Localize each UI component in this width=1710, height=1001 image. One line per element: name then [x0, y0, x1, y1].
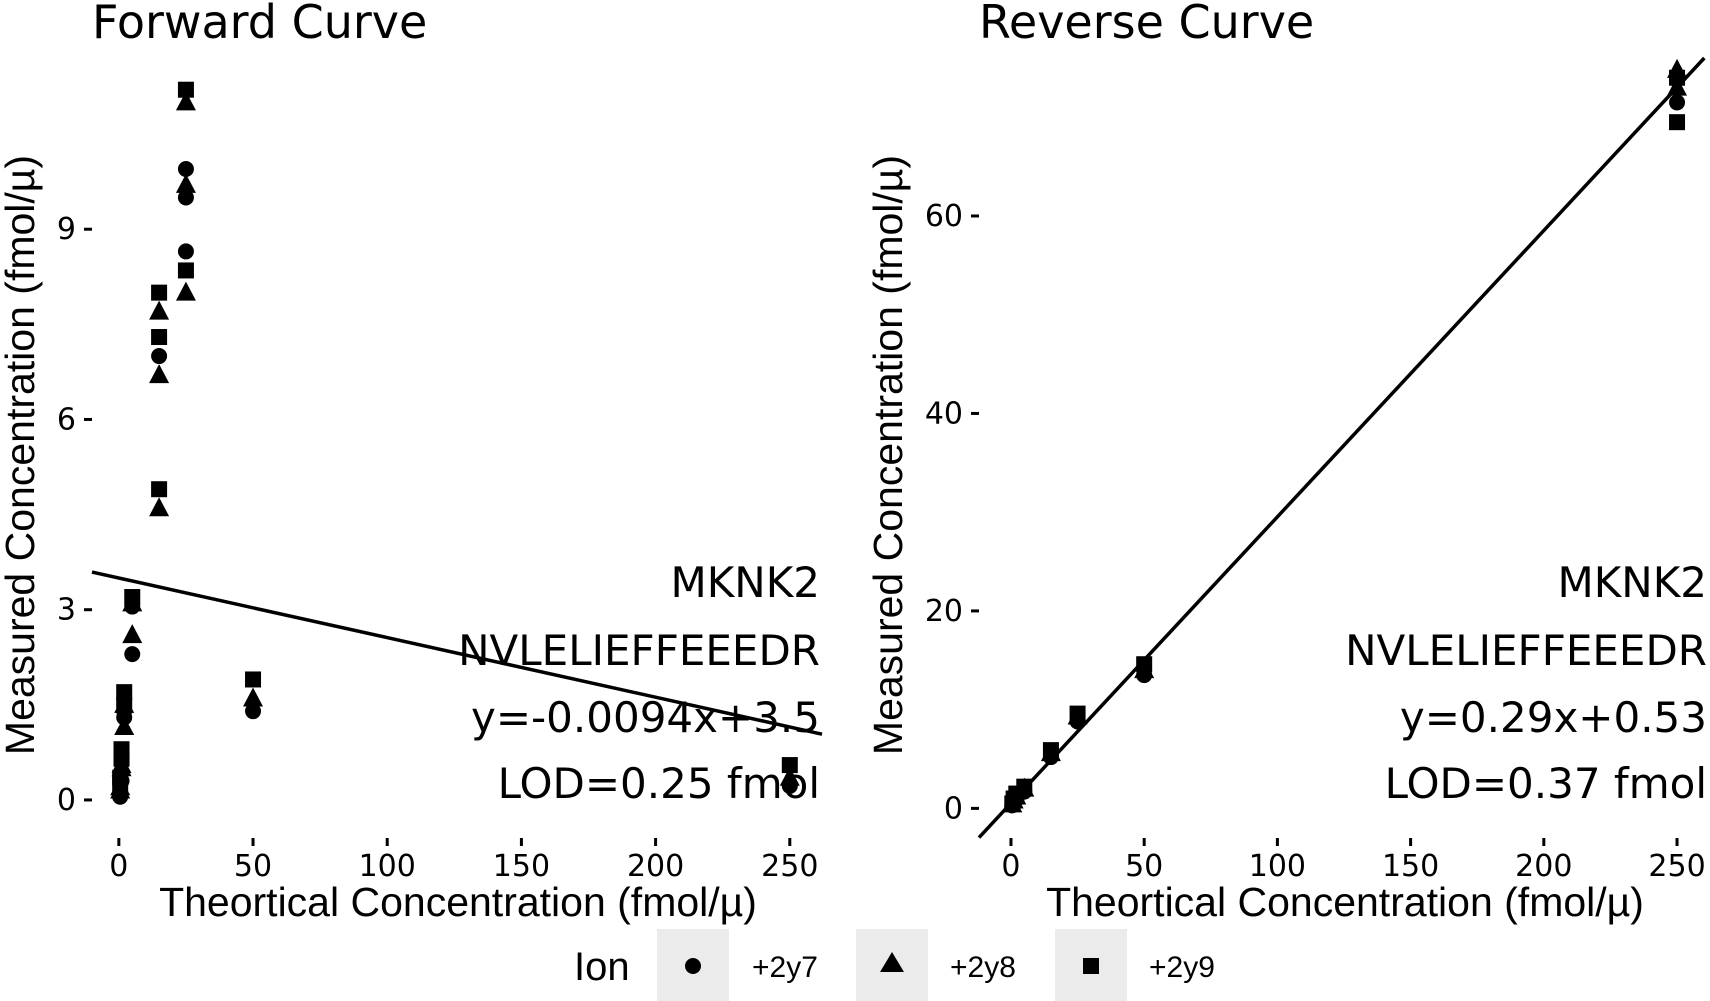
legend: Ion +2y7 +2y8 +2y9: [574, 929, 1215, 1001]
forward-point-2y9: [112, 769, 129, 786]
forward-fit-line: [91, 570, 823, 736]
reverse-annotation-equation: y=0.29x+0.53: [1400, 693, 1707, 742]
reverse-point-2y9: [1669, 114, 1686, 131]
forward-point-2y8: [149, 497, 170, 517]
forward-data-points: [110, 81, 800, 805]
forward-y-tick-label: 9: [57, 212, 76, 247]
forward-fit-line-group: [91, 570, 823, 736]
forward-point-2y8: [149, 364, 170, 384]
forward-point-2y9: [151, 329, 168, 346]
forward-y-tick-label: 6: [57, 402, 76, 437]
forward-annotation-equation: y=-0.0094x+3.5: [471, 693, 820, 742]
reverse-y-axis-label: Measured Concentration (fmol/µ): [865, 155, 911, 755]
forward-annotation-protein: MKNK2: [671, 558, 820, 607]
forward-point-2y8: [175, 91, 196, 111]
forward-point-2y8: [114, 716, 135, 736]
forward-point-2y8: [149, 300, 170, 320]
forward-x-tick-label: 0: [109, 849, 128, 884]
forward-axis-ticks: 0 50 100 150 200 250 0 3 6 9: [57, 212, 819, 884]
forward-point-2y9: [151, 284, 168, 301]
reverse-point-2y9: [1669, 69, 1686, 86]
forward-point-2y7: [151, 348, 168, 365]
reverse-point-2y9: [1042, 742, 1059, 759]
reverse-axis-ticks: 0 50 100 150 200 250 0 20 40 60: [925, 199, 1706, 884]
forward-annotation-peptide: NVLELIEFFEEEDR: [458, 626, 820, 675]
reverse-curve-title: Reverse Curve: [979, 0, 1314, 49]
forward-y-axis-label: Measured Concentration (fmol/µ): [0, 155, 43, 755]
forward-point-2y8: [779, 766, 800, 786]
forward-x-axis-label: Theortical Concentration (fmol/µ): [159, 879, 757, 925]
reverse-point-2y8: [1667, 76, 1688, 96]
forward-point-2y9: [177, 262, 194, 279]
legend-label-2y7: +2y7: [752, 951, 818, 984]
forward-x-tick-label: 200: [627, 849, 684, 884]
forward-point-2y8: [122, 624, 143, 644]
forward-point-2y8: [175, 173, 196, 193]
forward-curve-title: Forward Curve: [92, 0, 427, 49]
forward-point-2y9: [116, 684, 133, 701]
reverse-curve-panel: Reverse Curve Theortical Concentration (…: [865, 0, 1707, 925]
forward-point-2y9: [245, 671, 262, 688]
forward-y-tick-label: 3: [57, 593, 76, 628]
forward-x-tick-label: 100: [359, 849, 416, 884]
forward-point-2y8: [243, 687, 264, 707]
forward-x-tick-label: 150: [493, 849, 550, 884]
reverse-x-tick-label: 100: [1249, 849, 1306, 884]
reverse-annotation-lod: LOD=0.37 fmol: [1385, 759, 1707, 808]
legend-square-icon: [1083, 958, 1099, 974]
reverse-point-2y9: [1016, 778, 1033, 795]
reverse-point-2y9: [1069, 705, 1086, 722]
forward-point-2y9: [116, 696, 133, 713]
reverse-x-axis-label: Theortical Concentration (fmol/µ): [1046, 879, 1644, 925]
reverse-y-tick-label: 20: [925, 594, 963, 629]
reverse-point-2y7: [1669, 94, 1686, 111]
forward-point-2y7: [245, 703, 262, 720]
legend-label-2y8: +2y8: [950, 951, 1016, 984]
reverse-x-tick-label: 0: [1001, 849, 1020, 884]
forward-point-2y9: [177, 81, 194, 98]
reverse-annotation-peptide: NVLELIEFFEEEDR: [1345, 626, 1707, 675]
forward-x-tick-label: 50: [234, 849, 272, 884]
legend-title: Ion: [574, 945, 630, 989]
legend-item-2y8: +2y8: [856, 929, 1016, 1001]
reverse-fit-line: [977, 56, 1706, 839]
legend-circle-icon: [685, 958, 701, 974]
reverse-data-points: [1002, 58, 1688, 814]
forward-y-tick-label: 0: [57, 783, 76, 818]
reverse-fit-line-group: [977, 56, 1706, 839]
forward-point-2y7: [177, 189, 194, 206]
forward-curve-panel: Forward Curve Theortical Concentration (…: [0, 0, 823, 925]
forward-point-2y9: [113, 741, 130, 758]
forward-point-2y7: [177, 243, 194, 260]
forward-point-2y9: [124, 589, 141, 606]
forward-annotations: MKNK2 NVLELIEFFEEEDR y=-0.0094x+3.5 LOD=…: [458, 558, 820, 808]
reverse-annotations: MKNK2 NVLELIEFFEEEDR y=0.29x+0.53 LOD=0.…: [1345, 558, 1707, 808]
forward-point-2y8: [175, 281, 196, 301]
forward-point-2y7: [177, 160, 194, 177]
reverse-y-tick-label: 0: [944, 791, 963, 826]
forward-point-2y7: [124, 646, 141, 663]
forward-point-2y9: [781, 757, 798, 774]
reverse-y-tick-label: 60: [925, 199, 963, 234]
legend-triangle-icon: [880, 952, 904, 972]
legend-item-2y9: +2y9: [1055, 929, 1215, 1001]
legend-item-2y7: +2y7: [657, 929, 818, 1001]
forward-point-2y9: [151, 481, 168, 498]
reverse-y-tick-label: 40: [925, 396, 963, 431]
reverse-x-tick-label: 200: [1515, 849, 1572, 884]
forward-annotation-lod: LOD=0.25 fmol: [498, 759, 820, 808]
reverse-annotation-protein: MKNK2: [1558, 558, 1707, 607]
reverse-x-tick-label: 50: [1125, 849, 1163, 884]
reverse-point-2y9: [1136, 656, 1153, 673]
legend-label-2y9: +2y9: [1149, 951, 1215, 984]
forward-x-tick-label: 250: [761, 849, 818, 884]
reverse-x-tick-label: 250: [1648, 849, 1705, 884]
reverse-x-tick-label: 150: [1382, 849, 1439, 884]
